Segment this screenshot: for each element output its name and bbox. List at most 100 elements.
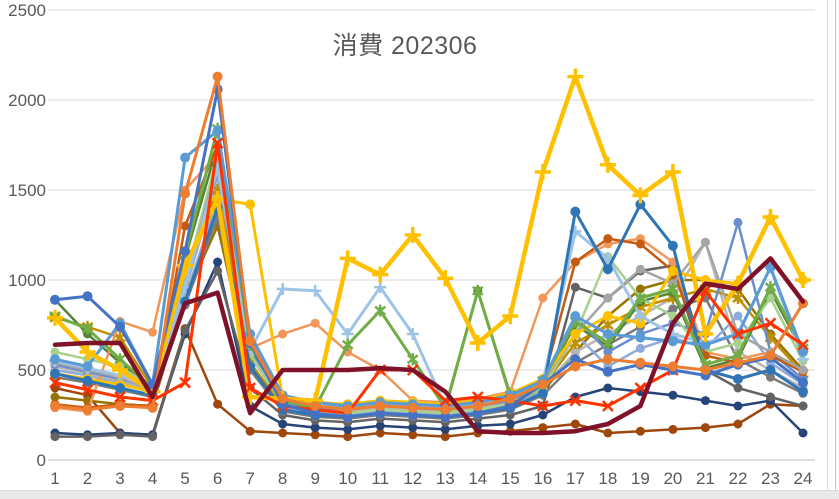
data-point-marker: [732, 350, 744, 361]
data-point-marker: [569, 394, 582, 407]
x-axis-tick-label: 17: [566, 469, 585, 488]
data-point-marker: [668, 304, 678, 314]
data-point-marker: [733, 383, 743, 393]
data-point-marker: [375, 428, 385, 438]
data-point-marker: [310, 423, 320, 433]
series-line-s17: [52, 256, 806, 436]
data-point-marker: [601, 400, 614, 412]
data-point-marker: [733, 217, 743, 227]
x-axis-tick-label: 9: [310, 469, 319, 488]
data-point-marker: [635, 318, 646, 329]
data-point-marker: [213, 399, 223, 409]
data-point-marker: [634, 293, 647, 303]
data-point-marker: [798, 386, 808, 397]
data-point-marker: [570, 361, 581, 372]
data-point-marker: [570, 329, 581, 339]
data-point-marker: [570, 257, 580, 267]
data-point-marker: [700, 365, 711, 375]
data-point-marker: [570, 282, 580, 292]
data-point-marker: [50, 392, 60, 402]
x-axis-tick-label: 16: [533, 469, 552, 488]
data-point-marker: [114, 354, 126, 365]
data-point-marker: [700, 237, 710, 247]
data-point-marker: [212, 125, 223, 136]
data-point-marker: [406, 354, 419, 365]
data-point-marker: [635, 426, 645, 436]
data-point-marker: [277, 393, 288, 404]
data-point-marker: [374, 305, 386, 316]
data-point-marker: [667, 361, 678, 372]
data-point-marker: [179, 376, 191, 389]
data-point-marker: [699, 284, 712, 297]
data-point-marker: [764, 282, 777, 293]
series-line-s05: [53, 129, 805, 408]
data-point-marker: [50, 368, 60, 379]
data-point-marker: [278, 329, 288, 339]
data-point-marker: [82, 291, 93, 302]
data-point-marker: [408, 430, 418, 440]
data-point-marker: [667, 284, 679, 294]
data-point-marker: [602, 329, 613, 339]
x-axis-tick-label: 1: [50, 469, 59, 488]
data-point-marker: [765, 293, 775, 303]
data-point-marker: [667, 266, 678, 276]
data-point-marker: [82, 361, 93, 372]
data-point-marker: [733, 401, 743, 411]
data-point-marker: [245, 199, 256, 210]
data-point-marker: [602, 354, 613, 365]
data-point-marker: [537, 388, 548, 399]
data-point-marker: [148, 327, 158, 337]
data-point-marker: [375, 408, 386, 419]
data-point-marker: [49, 376, 61, 389]
data-point-marker: [440, 424, 450, 434]
data-point-marker: [732, 293, 744, 303]
data-point-marker: [635, 357, 646, 368]
data-point-marker: [538, 410, 548, 420]
series-line-s15: [53, 166, 805, 408]
data-point-marker: [472, 408, 483, 419]
x-axis-tick-label: 23: [761, 469, 780, 488]
data-point-marker: [180, 188, 191, 199]
x-axis-tick-label: 8: [278, 469, 287, 488]
x-axis-tick-label: 21: [696, 469, 715, 488]
y-axis-tick-label: 2000: [8, 91, 46, 110]
data-point-marker: [536, 400, 549, 412]
x-axis-tick-label: 3: [115, 469, 124, 488]
data-point-marker: [440, 411, 451, 422]
data-point-marker: [765, 372, 775, 382]
data-point-marker: [50, 401, 60, 411]
data-point-marker: [342, 404, 353, 415]
data-point-marker: [180, 152, 191, 163]
x-axis-tick-label: 22: [728, 469, 747, 488]
data-point-marker: [602, 338, 614, 348]
chart-title: 消費 202306: [332, 32, 478, 60]
data-point-marker: [408, 423, 418, 433]
x-axis-tick-label: 24: [794, 469, 813, 488]
data-point-marker: [505, 393, 516, 404]
x-axis-tick-label: 11: [371, 469, 389, 488]
data-point-marker: [211, 137, 224, 150]
x-axis-tick-label: 15: [501, 469, 520, 488]
series-line-s18: [53, 141, 805, 415]
data-point-marker: [180, 325, 190, 335]
x-axis-tick-label: 19: [631, 469, 650, 488]
data-point-marker: [310, 408, 321, 419]
data-point-marker: [81, 383, 94, 396]
data-point-marker: [635, 264, 645, 274]
data-point-marker: [603, 383, 613, 393]
x-axis-tick-label: 6: [213, 469, 222, 488]
data-point-marker: [343, 424, 353, 434]
data-point-marker: [733, 338, 743, 348]
series-line-s02: [53, 75, 805, 412]
x-axis-tick-label: 12: [403, 469, 422, 488]
y-axis-tick-label: 0: [37, 451, 46, 470]
data-point-marker: [798, 401, 808, 411]
data-point-marker: [700, 423, 710, 433]
data-point-marker: [180, 221, 190, 231]
data-point-marker: [343, 432, 353, 442]
data-point-marker: [765, 392, 775, 402]
data-point-marker: [375, 421, 385, 431]
data-point-marker: [440, 432, 450, 442]
y-axis-tick-label: 1000: [8, 271, 46, 290]
